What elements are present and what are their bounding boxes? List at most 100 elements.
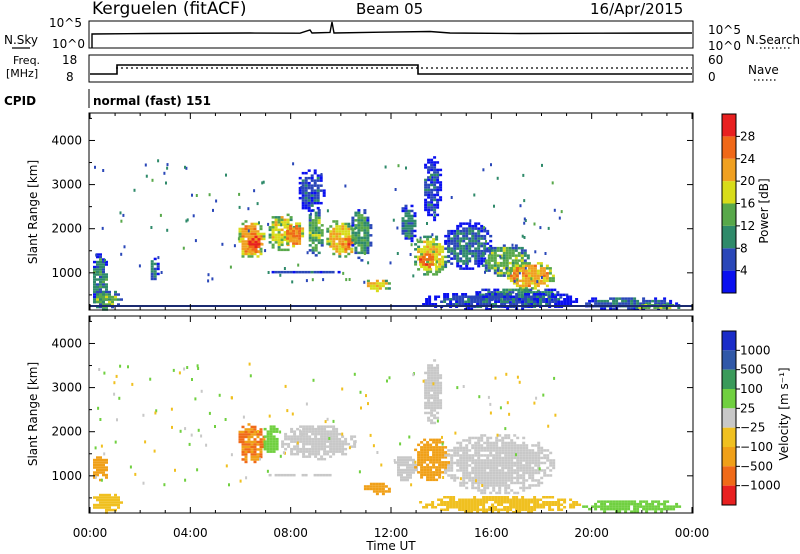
velocity-cell bbox=[432, 466, 436, 469]
velocity-speckle bbox=[441, 442, 444, 446]
power-cell bbox=[99, 275, 102, 279]
velocity-cell bbox=[513, 471, 517, 475]
velocity-speckle bbox=[542, 393, 545, 397]
power-cell bbox=[447, 250, 451, 254]
power-speckle bbox=[396, 252, 399, 255]
power-cell bbox=[357, 214, 361, 217]
velocity-cell bbox=[433, 409, 437, 412]
power-cell bbox=[354, 219, 358, 222]
power-cell bbox=[286, 229, 290, 233]
velocity-cell bbox=[657, 500, 661, 503]
power-cell bbox=[465, 267, 469, 270]
power-cell bbox=[630, 297, 634, 300]
power-cell bbox=[354, 251, 358, 255]
power-cell bbox=[354, 241, 358, 245]
power-cell bbox=[99, 283, 102, 286]
power-cell bbox=[438, 265, 442, 269]
velocity-cell bbox=[329, 455, 333, 458]
power-cell bbox=[452, 303, 456, 306]
velocity-cell bbox=[545, 503, 549, 506]
velocity-speckle bbox=[196, 364, 199, 368]
power-cell bbox=[351, 219, 355, 222]
power-cell bbox=[430, 203, 434, 207]
power-cell bbox=[150, 260, 154, 263]
velocity-speckle bbox=[103, 371, 106, 375]
velocity-cell bbox=[516, 471, 520, 475]
velocity-cell bbox=[450, 461, 454, 465]
power-cell bbox=[93, 300, 96, 304]
velocity-cell bbox=[438, 466, 442, 469]
velocity-cell bbox=[433, 416, 437, 420]
power-cell bbox=[369, 241, 373, 245]
power-cell bbox=[423, 248, 427, 251]
velocity-cell bbox=[645, 502, 649, 506]
power-cell bbox=[521, 284, 525, 288]
velocity-cell bbox=[495, 479, 499, 482]
power-cell bbox=[366, 282, 370, 285]
power-cell bbox=[111, 300, 114, 304]
velocity-speckle bbox=[393, 459, 396, 462]
velocity-cell bbox=[519, 456, 523, 460]
power-cell bbox=[414, 248, 418, 251]
velocity-cell bbox=[335, 440, 339, 443]
power-cell bbox=[111, 305, 114, 309]
velocity-cell bbox=[435, 448, 439, 452]
power-region bbox=[286, 222, 305, 248]
power-cell bbox=[247, 225, 251, 228]
velocity-cell bbox=[323, 440, 327, 443]
velocity-cell bbox=[424, 384, 428, 387]
velocity-cell bbox=[534, 464, 538, 467]
velocity-cell bbox=[483, 466, 487, 470]
power-cell bbox=[509, 279, 513, 283]
power-cell bbox=[430, 198, 434, 202]
velocity-cell bbox=[528, 461, 532, 465]
velocity-cell bbox=[516, 454, 520, 457]
velocity-cell bbox=[654, 507, 658, 511]
power-cell bbox=[447, 247, 451, 250]
power-cell bbox=[453, 249, 457, 253]
velocity-cell bbox=[522, 476, 526, 480]
power-cell bbox=[420, 250, 424, 254]
power-cell bbox=[483, 257, 487, 260]
velocity-cell bbox=[397, 466, 400, 469]
power-cell bbox=[657, 299, 661, 303]
power-cell bbox=[381, 282, 385, 285]
velocity-cell bbox=[663, 507, 667, 511]
velocity-speckle bbox=[163, 483, 166, 487]
power-cell bbox=[322, 191, 326, 195]
velocity-cell bbox=[93, 461, 96, 464]
power-cell bbox=[447, 244, 451, 248]
velocity-cell bbox=[250, 443, 254, 446]
power-cell bbox=[271, 233, 275, 237]
velocity-cell bbox=[317, 432, 321, 436]
velocity-colorbar-segment bbox=[722, 389, 736, 409]
velocity-cell bbox=[329, 435, 333, 438]
velocity-cell bbox=[403, 476, 406, 479]
power-cell bbox=[369, 224, 373, 227]
power-cell bbox=[271, 246, 275, 249]
velocity-cell bbox=[253, 458, 257, 461]
velocity-cell bbox=[262, 438, 266, 441]
velocity-cell bbox=[427, 404, 431, 407]
velocity-cell bbox=[485, 508, 489, 511]
power-cell bbox=[493, 249, 497, 252]
velocity-speckle bbox=[282, 451, 285, 455]
velocity-cell bbox=[287, 445, 291, 448]
power-speckle bbox=[302, 189, 305, 193]
power-cell bbox=[465, 232, 469, 235]
power-cell bbox=[424, 201, 428, 204]
power-cell bbox=[484, 261, 488, 265]
power-cell bbox=[499, 246, 503, 250]
power-cell bbox=[413, 229, 417, 233]
power-cell bbox=[444, 265, 448, 269]
power-cell bbox=[286, 248, 290, 252]
velocity-cell bbox=[438, 448, 442, 452]
power-speckle bbox=[138, 264, 141, 268]
power-cell bbox=[533, 267, 537, 270]
power-cell bbox=[253, 230, 257, 233]
velocity-cell bbox=[474, 464, 478, 467]
velocity-cell bbox=[117, 496, 120, 499]
velocity-speckle bbox=[259, 457, 261, 461]
power-cell bbox=[520, 293, 524, 297]
velocity-cell bbox=[519, 451, 523, 455]
